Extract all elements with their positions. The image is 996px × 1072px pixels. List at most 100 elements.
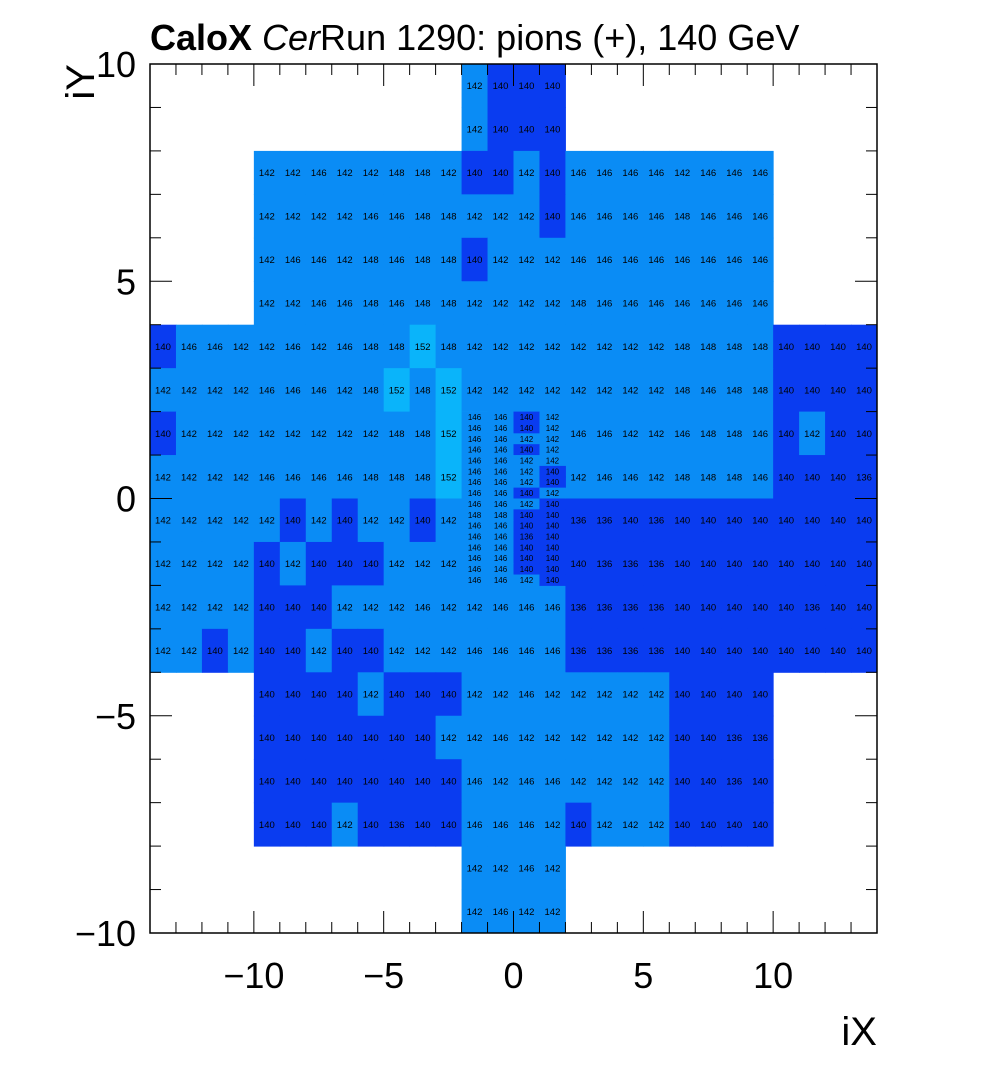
heatmap-cell: [539, 237, 566, 282]
cell-value-label: 142: [545, 733, 561, 744]
heatmap-fine-cell: [513, 531, 540, 543]
cell-value-label: 140: [674, 733, 690, 744]
cell-value-label: 146: [622, 255, 638, 266]
heatmap-cell: [617, 455, 644, 499]
cell-value-label: 148: [570, 298, 586, 309]
heatmap-cell: [591, 585, 618, 630]
heatmap-cell: [279, 194, 307, 239]
cell-value-label: 142: [259, 342, 275, 353]
cell-value-label: 140: [830, 559, 846, 570]
heatmap-cell: [539, 324, 566, 369]
heatmap-cell: [279, 585, 307, 630]
cell-value-label: 146: [285, 385, 301, 396]
heatmap-cell: [305, 150, 333, 195]
cell-value-label: 140: [830, 516, 846, 527]
cell-value-label: 140: [363, 646, 379, 657]
fine-cell-value-label: 142: [546, 424, 560, 433]
heatmap-fine-cell: [461, 444, 489, 456]
heatmap-cell: [799, 541, 826, 586]
cell-value-label: 140: [311, 776, 327, 787]
fine-cell-value-label: 146: [494, 500, 508, 509]
cell-value-label: 148: [726, 385, 742, 396]
cell-value-label: 140: [674, 559, 690, 570]
heatmap-fine-cell: [539, 552, 566, 565]
fine-cell-value-label: 146: [468, 435, 482, 444]
heatmap-cell: [565, 585, 592, 630]
cell-value-label: 142: [648, 776, 664, 787]
heatmap-cell: [253, 368, 281, 413]
cell-value-label: 142: [467, 907, 483, 918]
fine-cell-value-label: 140: [520, 489, 534, 498]
heatmap-cell: [565, 541, 592, 586]
heatmap-fine-cell: [461, 433, 489, 445]
fine-cell-value-label: 146: [494, 456, 508, 465]
heatmap-cell: [747, 281, 774, 326]
heatmap-cell: [253, 759, 281, 804]
heatmap-fine-cell: [539, 465, 566, 478]
heatmap-cell: [331, 455, 359, 499]
cell-value-label: 140: [830, 342, 846, 353]
heatmap-cell: [565, 672, 592, 717]
heatmap-cell: [461, 237, 489, 282]
heatmap-cell: [747, 498, 774, 543]
y-axis-label: iY: [59, 64, 103, 100]
heatmap-cell: [279, 150, 307, 195]
cell-value-label: 140: [259, 776, 275, 787]
fine-cell-value-label: 142: [520, 478, 534, 487]
heatmap-cell: [825, 628, 852, 673]
cell-value-label: 142: [155, 559, 171, 570]
cell-value-label: 142: [648, 820, 664, 831]
cell-value-label: 140: [700, 820, 716, 831]
cell-value-label: 146: [519, 776, 535, 787]
cell-value-label: 142: [415, 646, 431, 657]
heatmap-cell: [409, 541, 437, 586]
cell-value-label: 142: [389, 559, 405, 570]
cell-value-label: 140: [259, 733, 275, 744]
heatmap-cell: [513, 802, 540, 847]
heatmap-fine-cell: [487, 541, 514, 554]
heatmap-fine-cell: [513, 541, 540, 554]
cell-value-label: 140: [830, 385, 846, 396]
heatmap-cell: [513, 672, 540, 717]
heatmap-cell: [565, 802, 592, 847]
heatmap-cell: [383, 672, 411, 717]
cell-value-label: 142: [363, 168, 379, 179]
heatmap-cell: [513, 237, 540, 282]
cell-value-label: 140: [856, 429, 872, 440]
cell-value-label: 140: [674, 820, 690, 831]
cell-value-label: 148: [415, 472, 431, 483]
y-tick-label: −10: [75, 913, 136, 954]
heatmap-cell: [305, 455, 333, 499]
heatmap-cell: [409, 194, 437, 239]
heatmap-fine-cell: [539, 520, 566, 532]
cell-value-label: 142: [233, 559, 249, 570]
cell-value-label: 142: [441, 168, 457, 179]
heatmap-fine-cell: [487, 509, 514, 521]
cell-value-label: 146: [726, 168, 742, 179]
cell-value-label: 140: [804, 559, 820, 570]
cell-value-label: 142: [545, 690, 561, 701]
heatmap-cell: [695, 802, 722, 847]
cell-value-label: 140: [700, 646, 716, 657]
cell-value-label: 146: [285, 255, 301, 266]
cell-value-label: 142: [285, 559, 301, 570]
cell-value-label: 140: [545, 168, 561, 179]
cell-value-label: 140: [726, 690, 742, 701]
cell-value-label: 142: [622, 429, 638, 440]
heatmap-cell: [669, 585, 696, 630]
cell-value-label: 148: [415, 168, 431, 179]
heatmap-cell: [409, 324, 437, 369]
heatmap-cell: [721, 281, 748, 326]
heatmap-cell: [409, 411, 437, 456]
cell-value-label: 148: [415, 385, 431, 396]
cell-value-label: 140: [856, 342, 872, 353]
fine-cell-value-label: 142: [520, 500, 534, 509]
fine-cell-value-label: 146: [494, 522, 508, 531]
heatmap-cell: [201, 455, 229, 499]
heatmap-fine-cell: [487, 498, 514, 510]
cell-value-label: 140: [155, 342, 171, 353]
fine-cell-value-label: 146: [494, 435, 508, 444]
cell-value-label: 146: [674, 298, 690, 309]
heatmap-fine-cell: [539, 444, 566, 456]
